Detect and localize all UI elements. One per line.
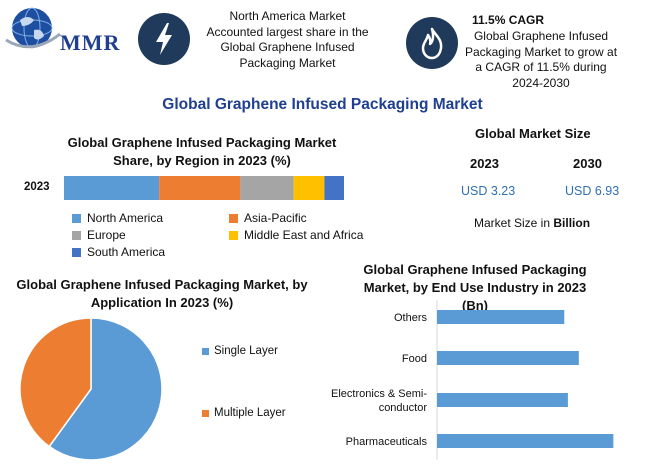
legend-label: Single Layer <box>214 345 278 357</box>
legend-north-america: North America <box>72 211 163 225</box>
legend-swatch <box>229 230 238 240</box>
region-stacked-bar <box>64 176 344 200</box>
application-pie-chart <box>19 317 163 461</box>
end-use-bar-electronics-semi-conductor <box>437 393 568 407</box>
end-use-bar-chart: Others Food Electronics & Semi-conductor Ph… <box>331 300 614 460</box>
market-size-year-2030: 2030 <box>573 156 602 171</box>
end-use-bar-pharmaceuticals <box>437 434 614 448</box>
region-segment-europe <box>240 176 294 200</box>
legend-label: North America <box>87 211 164 225</box>
market-size-title: Global Market Size <box>475 126 591 141</box>
legend-europe: Europe <box>72 228 126 242</box>
legend-south-america: South America <box>72 245 165 259</box>
legend-single-layer: Single Layer <box>202 345 278 357</box>
region-segment-middle-east-and-africa <box>293 176 325 200</box>
end-use-bar-food <box>437 351 579 365</box>
market-size-note: Market Size in Billion <box>474 216 590 230</box>
end-use-tick-label: Pharmaceuticals <box>346 436 428 448</box>
legend-middle-east-africa: Middle East and Africa <box>229 228 363 242</box>
end-use-bar-others <box>437 310 565 324</box>
pie-slice-single-layer <box>48 317 163 461</box>
legend-label: Middle East and Africa <box>244 228 364 242</box>
legend-swatch <box>72 213 81 223</box>
legend-swatch <box>72 230 81 240</box>
legend-swatch <box>202 347 209 355</box>
region-segment-north-america <box>64 176 160 200</box>
page-title: Global Graphene Infused Packaging Market <box>162 96 483 113</box>
cagr-heading: 11.5% CAGR <box>472 13 545 27</box>
end-use-tick-label: Others <box>394 312 428 324</box>
legend-label: Asia-Pacific <box>244 211 307 225</box>
region-category-label: 2023 <box>24 181 50 193</box>
application-chart-title: Global Graphene Infused Packaging Market… <box>16 277 308 310</box>
legend-asia-pacific: Asia-Pacific <box>229 211 307 225</box>
mmr-logo: MMR <box>4 4 124 55</box>
highlight-cagr-text: Global Graphene Infused Packaging Market… <box>464 29 618 90</box>
globe-icon <box>5 7 61 49</box>
pie-slice-multiple-layer <box>19 317 92 448</box>
legend-swatch <box>202 409 209 417</box>
end-use-chart-title: Global Graphene Infused Packaging Market… <box>363 262 587 313</box>
legend-swatch <box>72 247 81 257</box>
region-chart-title: Global Graphene Infused Packaging Market… <box>67 135 337 168</box>
legend-multiple-layer: Multiple Layer <box>202 407 286 419</box>
market-size-year-2023: 2023 <box>470 156 499 171</box>
end-use-tick-label: Food <box>402 353 427 365</box>
lightning-icon <box>138 13 190 65</box>
end-use-tick-label: Electronics & Semi-conductor <box>331 388 427 414</box>
flame-icon <box>406 17 458 69</box>
legend-label: Europe <box>87 228 126 242</box>
market-size-note-prefix: Market Size in <box>474 216 554 230</box>
market-size-note-unit: Billion <box>553 216 591 230</box>
legend-label: Multiple Layer <box>214 407 286 419</box>
brand-name: MMR <box>60 30 121 55</box>
market-size-value-2023: USD 3.23 <box>461 184 516 198</box>
legend-swatch <box>229 213 238 223</box>
legend-label: South America <box>87 245 166 259</box>
region-segment-south-america <box>324 176 344 200</box>
market-size-value-2030: USD 6.93 <box>565 184 620 198</box>
region-segment-asia-pacific <box>159 176 241 200</box>
highlight-north-america-text: North America Market Accounted largest s… <box>206 9 369 70</box>
